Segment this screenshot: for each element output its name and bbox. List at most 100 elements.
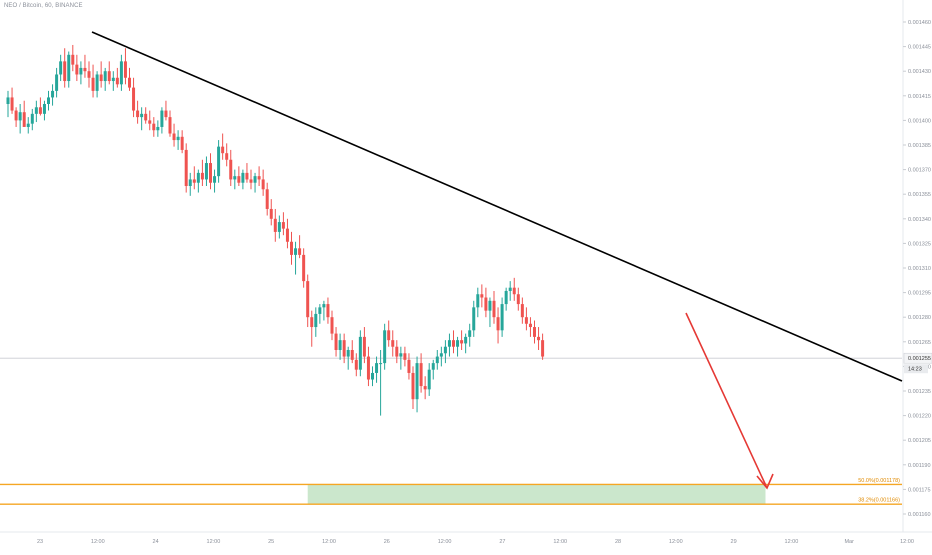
- candle-body: [306, 281, 310, 318]
- candle-body: [472, 307, 476, 331]
- price-tick-label: 0.001160: [908, 512, 931, 518]
- price-tick-label: 0.001325: [908, 241, 931, 247]
- candle-body: [188, 179, 192, 186]
- candle-body: [47, 97, 50, 104]
- candle-body: [524, 317, 528, 324]
- candle-body: [209, 163, 212, 183]
- time-tick-label: 12:00: [785, 539, 799, 545]
- candle-body: [172, 133, 176, 141]
- candle-body: [51, 90, 55, 98]
- candle-body: [314, 313, 318, 328]
- candle-body: [419, 363, 423, 387]
- countdown-label: 14:23: [908, 367, 922, 373]
- candle-body: [476, 294, 480, 308]
- candle-body: [504, 290, 508, 305]
- candle-body: [541, 340, 545, 357]
- candle-body: [233, 176, 237, 180]
- candle-body: [140, 113, 144, 118]
- candle-body: [213, 176, 217, 183]
- candle-body: [87, 71, 91, 78]
- candle-body: [512, 287, 516, 295]
- candle-body: [83, 67, 87, 72]
- candle-body: [423, 386, 427, 390]
- price-tick-label: 0.001460: [908, 20, 931, 26]
- candle-body: [99, 74, 103, 82]
- fib-level-label: 50.0%(0.001178): [858, 478, 900, 484]
- candle-body: [298, 248, 302, 255]
- price-tick-label: 0.001340: [908, 217, 931, 223]
- candle-body: [253, 176, 257, 183]
- candle-body: [22, 112, 26, 127]
- candle-body: [391, 340, 395, 347]
- candle-body: [285, 228, 289, 242]
- candle-body: [346, 350, 350, 357]
- candle-body: [415, 363, 419, 400]
- candle-body: [204, 163, 208, 180]
- candle-body: [456, 340, 460, 347]
- candle-body: [387, 330, 391, 341]
- time-tick-label: Mar: [844, 539, 854, 545]
- candle-body: [362, 336, 366, 357]
- candle-body: [184, 149, 188, 186]
- candle-body: [354, 359, 358, 370]
- candle-body: [148, 120, 152, 124]
- price-tick-label: 0.001445: [908, 45, 931, 51]
- candle-body: [196, 172, 200, 183]
- time-tick-label: 28: [615, 539, 621, 545]
- candle-body: [42, 104, 46, 114]
- candle-body: [431, 363, 435, 370]
- candle-body: [492, 300, 496, 318]
- candle-body: [156, 126, 160, 131]
- time-tick-label: 12:00: [207, 539, 221, 545]
- candle-body: [383, 330, 387, 364]
- last-price-badge: [903, 352, 932, 364]
- candle-body: [192, 179, 196, 183]
- candle-body: [107, 71, 111, 82]
- price-tick-label: 0.001310: [908, 266, 931, 272]
- fib-level-label: 38.2%(0.001166): [858, 498, 900, 504]
- candle-body: [152, 123, 156, 131]
- candle-body: [375, 363, 379, 373]
- chart-title: NEO / Bitcoin, 60, BINANCE: [4, 3, 83, 9]
- candle-body: [322, 304, 326, 308]
- price-tick-label: 0.001235: [908, 389, 931, 395]
- candle-body: [6, 97, 10, 104]
- candle-body: [71, 54, 75, 65]
- time-tick-label: 29: [731, 539, 737, 545]
- price-tick-label: 0.001190: [908, 463, 931, 469]
- candle-body: [225, 153, 229, 160]
- candle-body: [403, 353, 407, 360]
- candle-body: [168, 117, 172, 134]
- candle-body: [468, 330, 472, 337]
- candle-body: [245, 172, 249, 180]
- candle-body: [500, 304, 504, 331]
- candle-body: [229, 159, 233, 180]
- candle-body: [277, 222, 281, 232]
- candle-body: [508, 287, 512, 291]
- candle-body: [342, 340, 346, 357]
- candle-body: [318, 307, 322, 314]
- candle-body: [59, 61, 63, 75]
- candle-body: [79, 67, 83, 75]
- candle-body: [67, 54, 71, 82]
- target-zone: [307, 484, 766, 505]
- candle-body: [75, 64, 79, 75]
- candle-body: [427, 369, 431, 390]
- candle-body: [537, 336, 541, 341]
- candle-body: [447, 340, 451, 347]
- candle-body: [399, 353, 403, 357]
- price-tick-label: 0.001415: [908, 94, 931, 100]
- candle-body: [520, 304, 524, 318]
- candle-body: [200, 172, 204, 180]
- price-tick-label: 0.001295: [908, 291, 931, 297]
- price-tick-label: 0.001220: [908, 414, 931, 420]
- projection-arrow-head: [756, 473, 774, 490]
- candle-body: [34, 107, 38, 114]
- price-tick-label: 0.001385: [908, 143, 931, 149]
- countdown-badge: [904, 364, 928, 374]
- candle-body: [249, 179, 253, 183]
- time-tick-label: 26: [384, 539, 390, 545]
